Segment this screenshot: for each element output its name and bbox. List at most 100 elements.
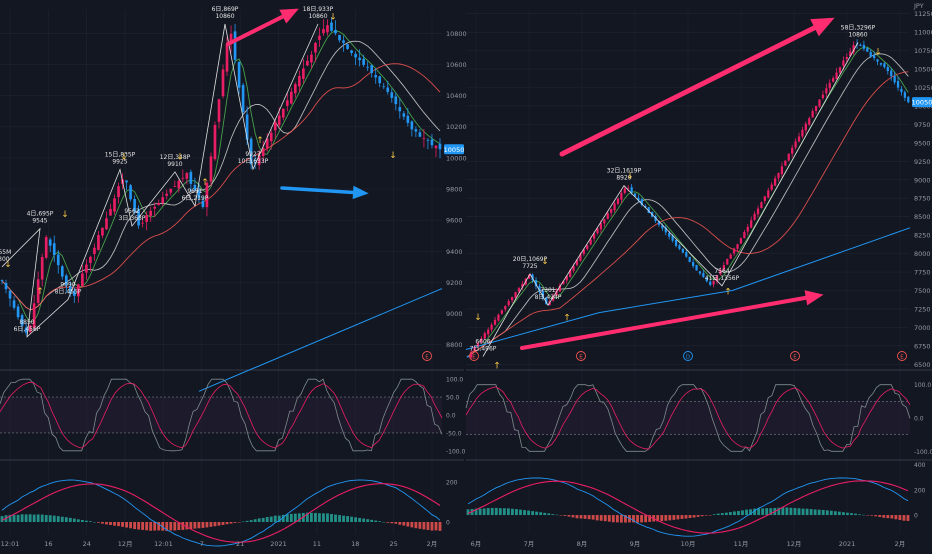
macd-histogram-bar [749, 509, 752, 516]
candle-body [342, 40, 345, 43]
stoch-tick-label: -50.0 [446, 430, 462, 437]
candle-body [736, 244, 739, 249]
stoch-d-line [0, 381, 443, 449]
macd-histogram-bar [854, 513, 857, 516]
macd-histogram-bar [664, 515, 668, 521]
macd-histogram-bar [318, 513, 321, 522]
macd-histogram-bar [177, 522, 181, 531]
candle-body [814, 106, 818, 111]
macd-histogram-bar [506, 508, 510, 516]
candle-body [366, 66, 369, 68]
candle-body [438, 143, 442, 150]
candle-body [294, 84, 297, 94]
candle-body [739, 238, 743, 244]
macd-tick-label: 200 [446, 480, 458, 487]
macd-histogram-bar [793, 508, 797, 516]
candle-body [378, 76, 382, 84]
candle-body [637, 197, 640, 201]
y-tick-label: 9200 [446, 279, 463, 287]
candle-body [579, 254, 582, 261]
macd-histogram-bar [478, 508, 482, 516]
macd-histogram-bar [648, 515, 652, 522]
pivot-label: 4日,695P [27, 211, 54, 218]
candle-body [12, 300, 16, 308]
macd-histogram-bar [8, 514, 12, 522]
stoch-band [0, 397, 442, 433]
macd-histogram-bar [660, 515, 664, 522]
candle-body [269, 132, 273, 142]
macd-histogram-bar [52, 515, 56, 522]
macd-histogram-bar [56, 516, 60, 522]
candle-body [780, 166, 784, 175]
pivot-value: 3日,363P [119, 215, 146, 222]
macd-histogram-bar [402, 522, 406, 526]
macd-histogram-bar [438, 522, 442, 531]
event-marker [469, 351, 479, 361]
candle-body [787, 153, 790, 161]
macd-histogram-bar [680, 515, 684, 519]
macd-histogram-bar [257, 518, 261, 522]
macd-histogram-bar [165, 522, 169, 531]
candle-body [859, 44, 862, 47]
x-tick-label: 12:01 [154, 540, 173, 548]
trend-arrow-up-right [559, 19, 829, 157]
candle-body [338, 34, 341, 41]
macd-histogram-bar [607, 515, 611, 522]
pivot-value: 7725 [522, 263, 537, 270]
stoch-tick-label: -100.0 [914, 449, 932, 456]
x-tick-label: 12:01 [1, 540, 20, 548]
macd-histogram-bar [502, 508, 506, 516]
candle-body [555, 290, 558, 296]
pivot-label: 7564 [714, 268, 729, 275]
macd-histogram-bar [894, 515, 898, 520]
x-tick-label: 7 [200, 540, 204, 548]
candle-body [849, 51, 852, 56]
candle-body [306, 60, 309, 66]
macd-histogram-bar [511, 508, 514, 516]
pivot-value: 41日,1356P [705, 275, 740, 282]
candle-body [674, 239, 678, 246]
candle-body [633, 193, 637, 197]
candle-body [753, 213, 756, 220]
macd-histogram-bar [882, 515, 886, 518]
candle-body [73, 290, 76, 296]
candle-body [302, 68, 305, 79]
candle-body [565, 276, 568, 281]
macd-histogram-bar [785, 507, 789, 516]
macd-histogram-bar [209, 522, 213, 527]
x-tick-label: 10月 [681, 540, 696, 548]
macd-tick-label: 200 [914, 487, 926, 494]
candle-body [763, 196, 766, 202]
macd-histogram-bar [494, 507, 498, 516]
macd-histogram-bar [169, 522, 173, 531]
stoch-tick-label: 0.0 [446, 413, 456, 420]
macd-histogram-bar [829, 510, 833, 516]
candle-body [784, 160, 787, 166]
candle-body [616, 198, 620, 204]
candle-body [538, 286, 541, 292]
candle-body [261, 148, 265, 157]
macd-histogram-bar [426, 522, 430, 530]
down-arrow-marker: ↓ [4, 260, 12, 270]
candle-body [177, 180, 181, 189]
macd-histogram-bar [24, 514, 28, 522]
macd-histogram-bar [466, 509, 470, 516]
candle-body [507, 301, 510, 306]
y-tick-label: 9800 [446, 186, 463, 194]
candle-body [691, 262, 695, 267]
macd-histogram-bar [716, 513, 720, 516]
candle-body [801, 129, 804, 137]
macd-histogram-bar [801, 508, 805, 516]
macd-histogram-bar [362, 518, 366, 522]
stoch-k-line [0, 378, 443, 452]
down-arrow-marker: ↓ [61, 210, 69, 220]
candle-body [750, 220, 753, 228]
x-tick-label: 21 [236, 540, 244, 548]
macd-histogram-bar [563, 515, 567, 516]
macd-histogram-bar [97, 522, 100, 523]
candle-body [500, 310, 503, 314]
candle-body [589, 239, 592, 245]
